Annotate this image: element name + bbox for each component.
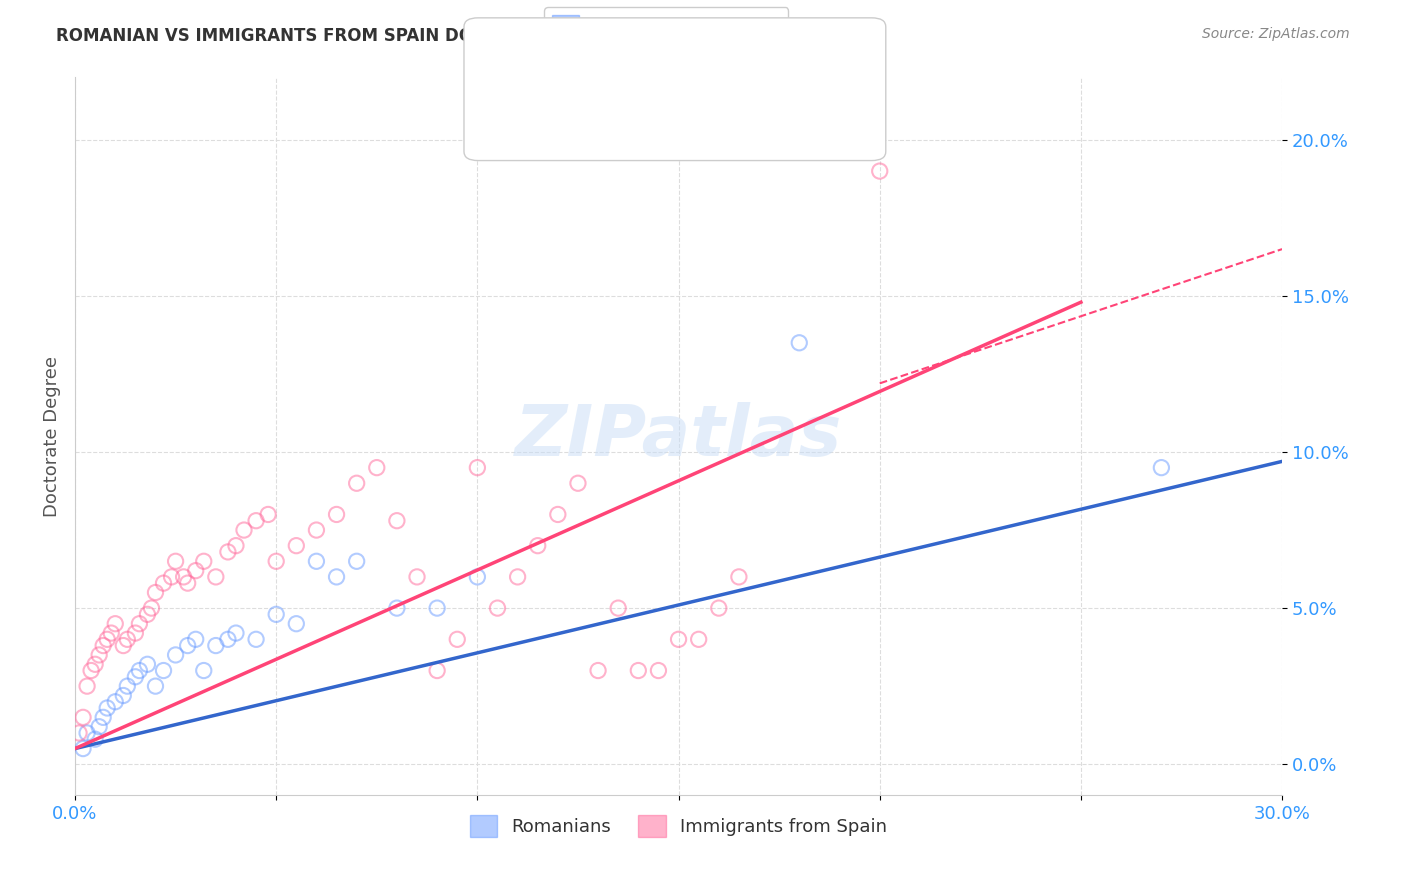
Point — [627, 664, 650, 678]
Point — [446, 632, 468, 647]
Point — [96, 632, 118, 647]
Point — [205, 570, 228, 584]
Point — [104, 616, 127, 631]
Legend: Romanians, Immigrants from Spain: Romanians, Immigrants from Spain — [463, 807, 894, 844]
Point — [728, 570, 751, 584]
Point — [91, 710, 114, 724]
Point — [136, 607, 159, 622]
Point — [141, 601, 163, 615]
Point — [76, 679, 98, 693]
Point — [245, 514, 267, 528]
Point — [426, 664, 449, 678]
Y-axis label: Doctorate Degree: Doctorate Degree — [44, 356, 60, 517]
Point — [89, 720, 111, 734]
Point — [96, 701, 118, 715]
Point — [145, 585, 167, 599]
Point — [305, 554, 328, 568]
Point — [205, 639, 228, 653]
Point — [112, 639, 135, 653]
Point — [67, 726, 90, 740]
Point — [325, 508, 347, 522]
Point — [225, 626, 247, 640]
Point — [217, 632, 239, 647]
Point — [80, 664, 103, 678]
Point — [193, 664, 215, 678]
Point — [112, 689, 135, 703]
Point — [285, 539, 308, 553]
Point — [688, 632, 710, 647]
Point — [567, 476, 589, 491]
Point — [467, 570, 489, 584]
Point — [124, 626, 146, 640]
Point — [176, 639, 198, 653]
Point — [385, 601, 408, 615]
Point — [486, 601, 509, 615]
Point — [325, 570, 347, 584]
Point — [217, 545, 239, 559]
Text: ZIPatlas: ZIPatlas — [515, 402, 842, 471]
Point — [165, 648, 187, 662]
Point — [233, 523, 256, 537]
Point — [346, 554, 368, 568]
Point — [84, 732, 107, 747]
Point — [707, 601, 730, 615]
Text: Source: ZipAtlas.com: Source: ZipAtlas.com — [1202, 27, 1350, 41]
Point — [176, 576, 198, 591]
Point — [165, 554, 187, 568]
Point — [91, 639, 114, 653]
Point — [607, 601, 630, 615]
Point — [104, 695, 127, 709]
Point — [225, 539, 247, 553]
Point — [136, 657, 159, 672]
Point — [1150, 460, 1173, 475]
Point — [173, 570, 195, 584]
Point — [285, 616, 308, 631]
Point — [184, 632, 207, 647]
Point — [72, 710, 94, 724]
Point — [305, 523, 328, 537]
Point — [647, 664, 669, 678]
Point — [117, 679, 139, 693]
Point — [128, 616, 150, 631]
Point — [787, 335, 810, 350]
Point — [467, 460, 489, 475]
Point — [152, 576, 174, 591]
Point — [257, 508, 280, 522]
Point — [526, 539, 548, 553]
Point — [869, 164, 891, 178]
Point — [547, 508, 569, 522]
Point — [128, 664, 150, 678]
Point — [346, 476, 368, 491]
Text: ROMANIAN VS IMMIGRANTS FROM SPAIN DOCTORATE DEGREE CORRELATION CHART: ROMANIAN VS IMMIGRANTS FROM SPAIN DOCTOR… — [56, 27, 844, 45]
Point — [160, 570, 183, 584]
Point — [72, 741, 94, 756]
Point — [668, 632, 690, 647]
Point — [193, 554, 215, 568]
Point — [586, 664, 609, 678]
Point — [145, 679, 167, 693]
Point — [184, 564, 207, 578]
Point — [76, 726, 98, 740]
Point — [506, 570, 529, 584]
Point — [245, 632, 267, 647]
Point — [124, 670, 146, 684]
Point — [264, 607, 287, 622]
Point — [89, 648, 111, 662]
Point — [84, 657, 107, 672]
Point — [366, 460, 388, 475]
Point — [406, 570, 429, 584]
Point — [117, 632, 139, 647]
Point — [426, 601, 449, 615]
Point — [385, 514, 408, 528]
Point — [152, 664, 174, 678]
Point — [264, 554, 287, 568]
Point — [100, 626, 122, 640]
